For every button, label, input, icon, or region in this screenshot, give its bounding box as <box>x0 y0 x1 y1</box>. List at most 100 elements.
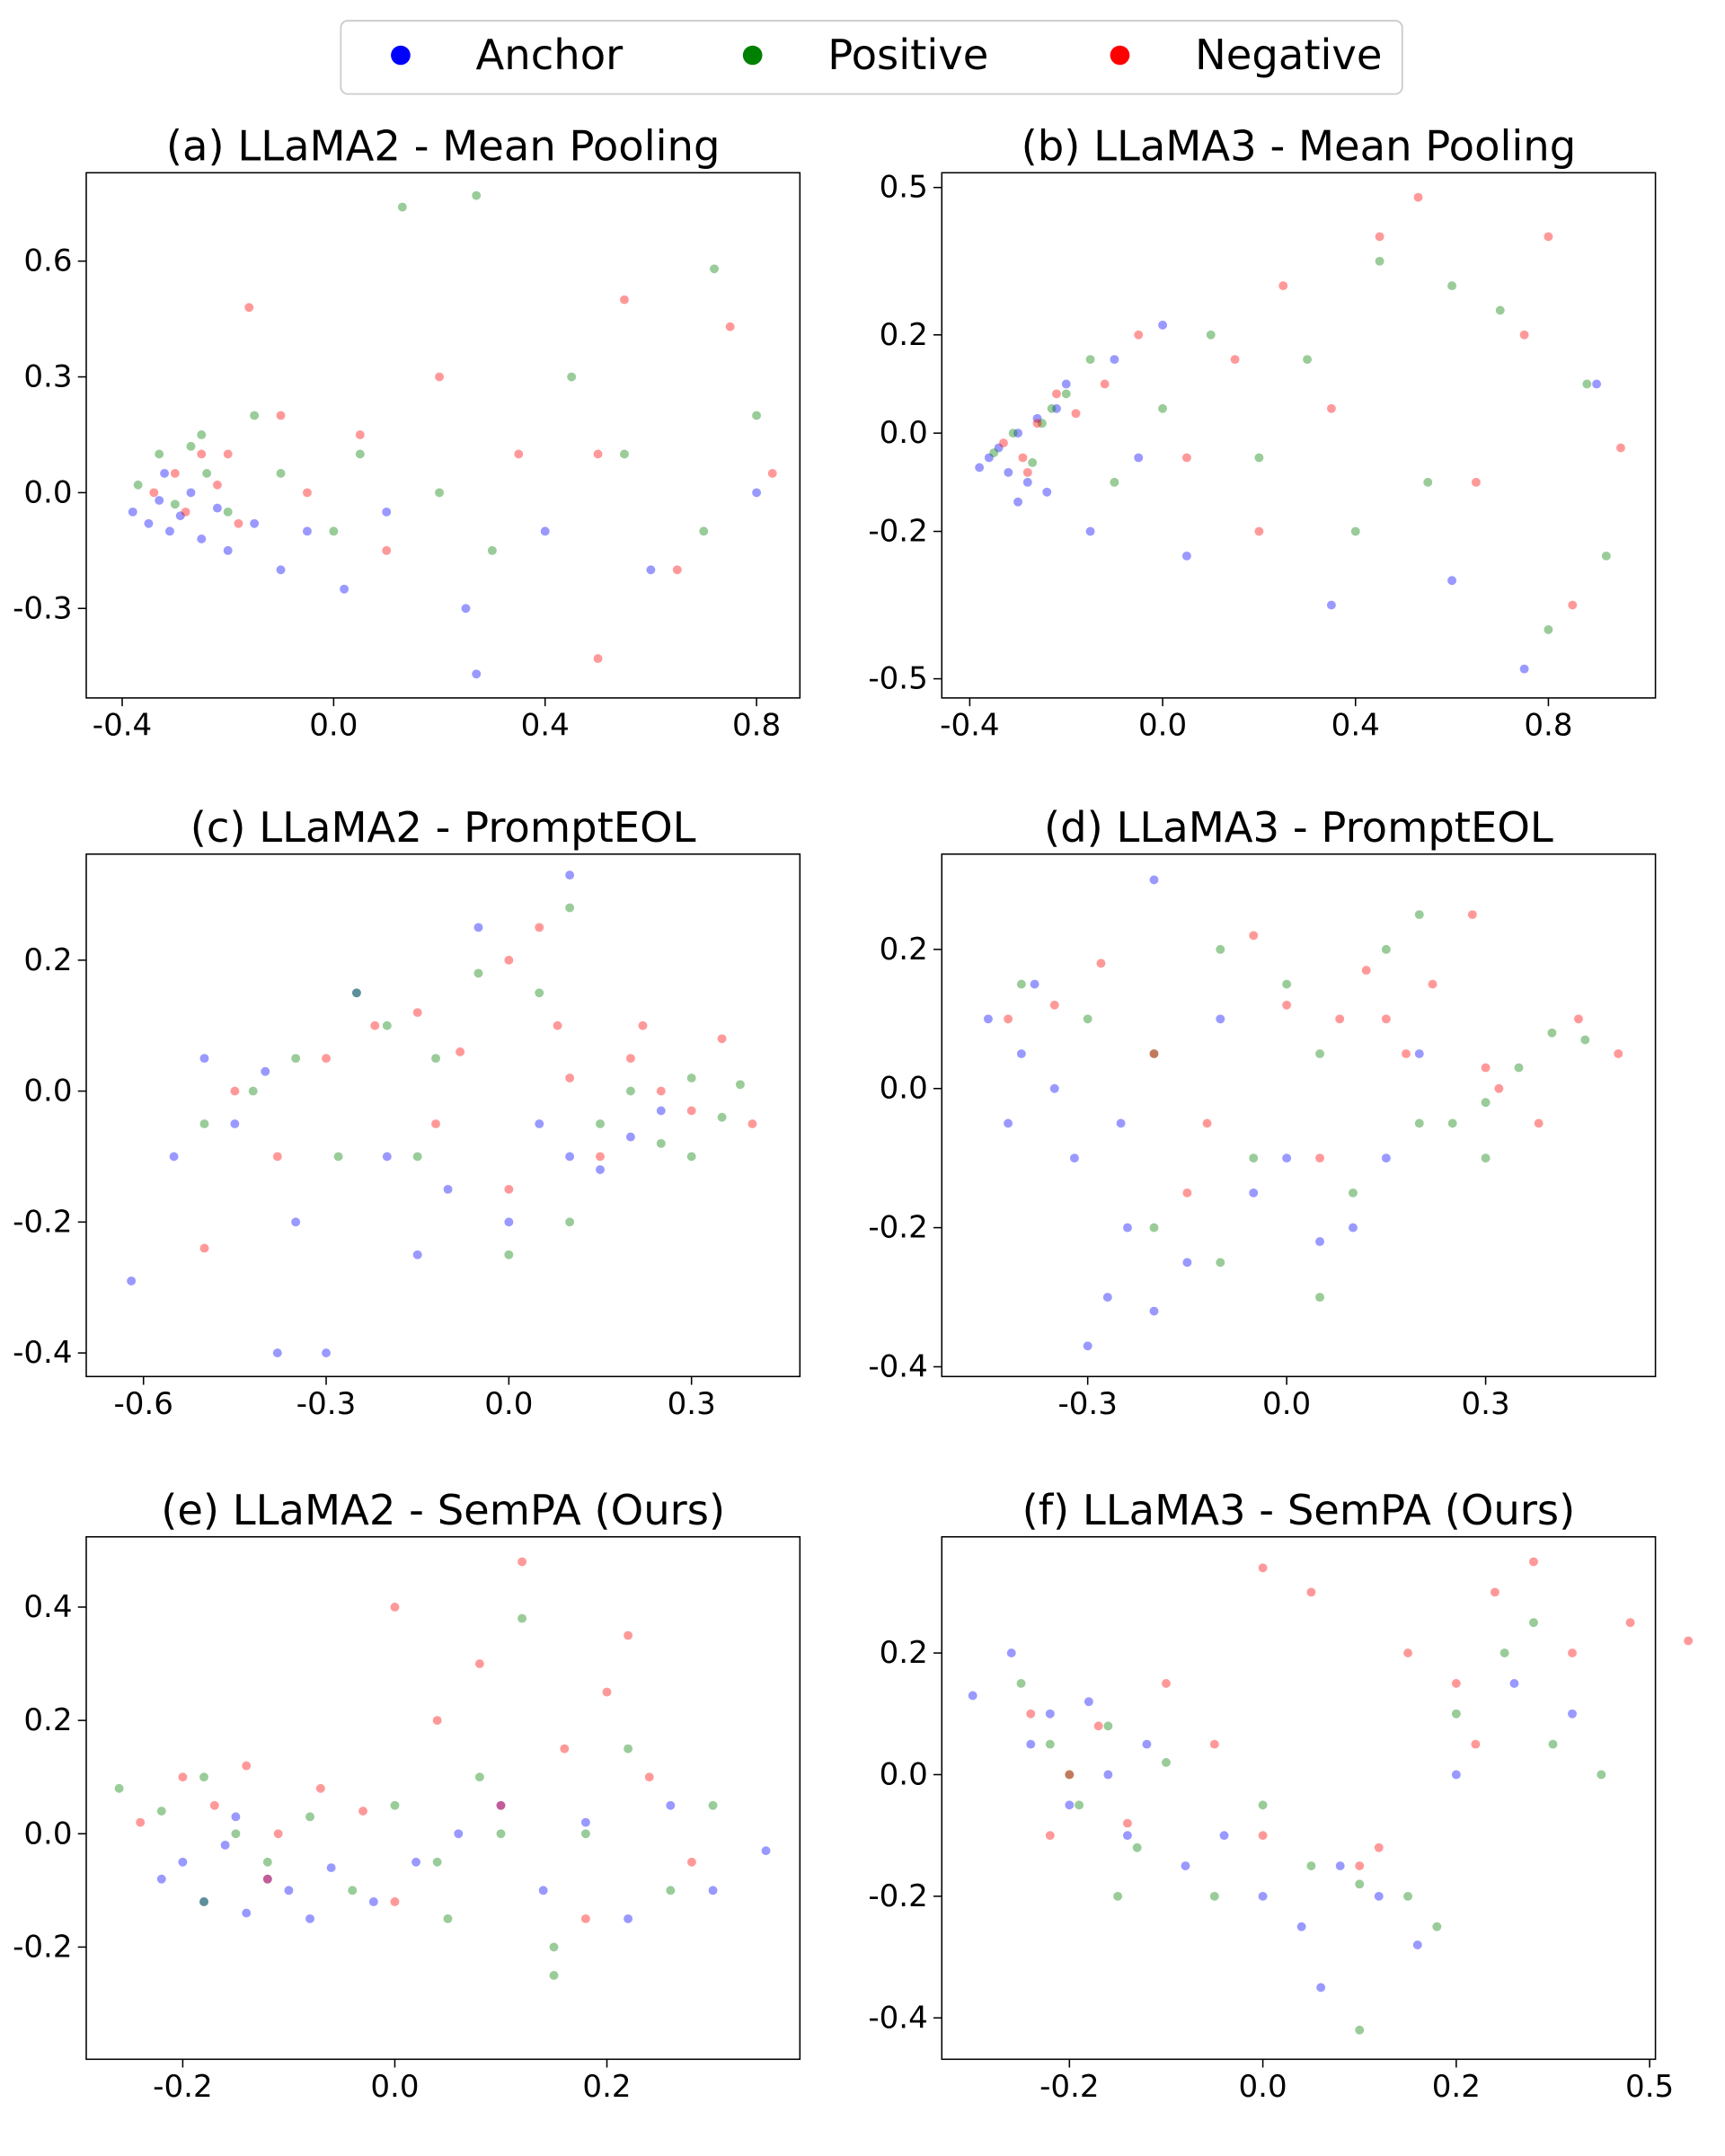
point <box>1412 1940 1422 1949</box>
plot-frame <box>941 172 1657 699</box>
point <box>1529 1557 1538 1567</box>
point <box>181 507 190 517</box>
point <box>1615 443 1625 453</box>
point <box>1134 330 1144 340</box>
point <box>656 1138 666 1148</box>
point <box>1601 551 1611 561</box>
point <box>580 1817 590 1827</box>
point <box>1042 487 1052 497</box>
point <box>580 1829 590 1839</box>
point <box>708 1800 718 1810</box>
point <box>1006 1648 1016 1657</box>
point <box>351 988 361 998</box>
point <box>1519 330 1529 340</box>
point <box>230 1086 240 1096</box>
y-tick-label: -0.2 <box>13 1204 72 1240</box>
point <box>435 488 444 498</box>
point <box>989 448 999 457</box>
point <box>1625 1618 1635 1628</box>
point <box>322 1054 331 1064</box>
point <box>273 1829 283 1839</box>
point <box>199 1772 208 1782</box>
point <box>1374 1891 1384 1901</box>
point <box>1614 1049 1623 1058</box>
x-tick-label: -0.2 <box>153 2069 212 2105</box>
point <box>596 1165 605 1174</box>
point <box>1258 1800 1268 1810</box>
point <box>1447 281 1457 291</box>
point <box>175 511 185 521</box>
point <box>1013 429 1023 438</box>
point <box>717 1034 727 1044</box>
point <box>748 1119 757 1128</box>
point <box>699 526 709 536</box>
point <box>170 469 180 478</box>
x-tick-label: 0.2 <box>1432 2069 1481 2105</box>
point <box>1684 1636 1694 1646</box>
point <box>250 518 260 528</box>
point <box>155 496 164 505</box>
point <box>431 1119 440 1128</box>
point <box>1315 1049 1324 1058</box>
point <box>1202 1118 1212 1128</box>
point <box>186 488 196 498</box>
point <box>717 1112 727 1122</box>
point <box>160 469 170 478</box>
point <box>432 1857 442 1867</box>
point <box>1049 1083 1059 1093</box>
point <box>1018 453 1028 463</box>
point <box>1030 979 1039 989</box>
legend-label: Negative <box>1195 31 1382 79</box>
legend-label: Positive <box>827 31 988 79</box>
point <box>456 1047 465 1056</box>
point <box>1122 1831 1132 1841</box>
x-tick-label: 0.8 <box>1524 708 1572 744</box>
x-tick-label: 0.0 <box>370 2069 419 2105</box>
point <box>209 1800 219 1810</box>
y-tick-label: 0.0 <box>23 1816 72 1851</box>
point <box>1568 600 1578 610</box>
point <box>1162 1758 1171 1767</box>
point <box>1278 281 1288 291</box>
point <box>1103 1721 1113 1731</box>
point <box>625 1054 635 1064</box>
point <box>1348 1223 1358 1233</box>
point <box>199 1119 209 1128</box>
point <box>1052 389 1061 399</box>
point <box>435 372 444 382</box>
point <box>1004 467 1013 477</box>
point <box>593 654 603 664</box>
point <box>1181 1861 1190 1870</box>
point <box>1494 1083 1504 1093</box>
point <box>1209 1739 1219 1749</box>
point <box>504 1217 514 1227</box>
point <box>443 1184 453 1194</box>
point <box>1026 1739 1036 1749</box>
legend-label: Anchor <box>476 31 624 79</box>
point <box>370 1021 380 1030</box>
point <box>565 870 575 880</box>
point <box>1083 1014 1092 1024</box>
y-tick-label: -0.5 <box>868 661 927 697</box>
point <box>144 518 154 528</box>
point <box>1282 1000 1292 1010</box>
point <box>156 1874 166 1884</box>
y-tick-label: -0.2 <box>13 1930 72 1966</box>
chart-title: (f) LLaMA3 - SemPA (Ours) <box>1022 1486 1576 1534</box>
x-tick-label: 0.2 <box>582 2069 631 2105</box>
point <box>686 1857 696 1867</box>
point <box>1045 1709 1055 1719</box>
point <box>1306 1587 1316 1597</box>
point <box>487 545 497 555</box>
point <box>1254 526 1264 536</box>
point <box>752 411 762 420</box>
point <box>686 1074 696 1082</box>
point <box>638 1021 648 1030</box>
y-tick-label: 0.2 <box>880 932 928 968</box>
point <box>1061 379 1071 389</box>
point <box>197 430 207 439</box>
chart-title: (e) LLaMA2 - SemPA (Ours) <box>161 1486 725 1534</box>
point <box>1254 453 1264 463</box>
point <box>752 488 762 498</box>
point <box>136 1817 146 1827</box>
